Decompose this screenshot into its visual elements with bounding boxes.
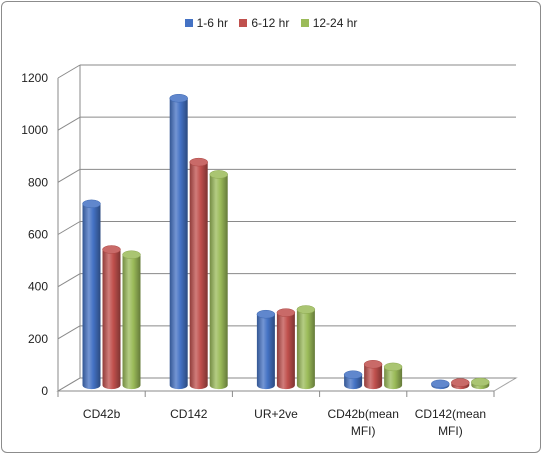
bar-2-2	[189, 157, 208, 390]
y-tick-label: 1200	[21, 71, 48, 85]
y-tick-label: 400	[28, 280, 48, 294]
bar-cap	[363, 360, 383, 369]
bar-body	[122, 254, 141, 390]
bar-body	[189, 162, 208, 390]
bar-body	[296, 309, 315, 390]
y-tick-label: 1000	[21, 123, 48, 137]
bar-cap	[276, 308, 296, 317]
bar-cap	[189, 157, 208, 167]
x-tick-label: CD142(mean	[415, 407, 486, 421]
x-tick-label: MFI)	[351, 424, 376, 438]
bar-cap	[256, 309, 276, 319]
gridline-depth	[57, 325, 81, 340]
bar-body	[209, 174, 228, 390]
legend-item-series-1: 1-6 hr	[184, 16, 228, 30]
bar-cap	[296, 305, 316, 314]
bar-cap	[82, 199, 101, 209]
y-tick-label: 0	[41, 384, 48, 398]
bar-cap	[383, 362, 403, 372]
x-tick-label: MFI)	[438, 424, 463, 438]
bar-2-5	[451, 378, 470, 390]
bar-cap	[343, 370, 363, 379]
legend-label-series-1: 1-6 hr	[196, 16, 228, 30]
gridline-depth	[57, 168, 81, 183]
bar-3-2	[209, 170, 228, 390]
bar-1-1	[82, 199, 101, 390]
bar-cap	[471, 377, 490, 387]
y-tick-label: 200	[28, 332, 48, 346]
bar-cap	[169, 93, 188, 103]
legend-label-series-2: 6-12 hr	[251, 16, 290, 30]
bar-cap	[102, 245, 121, 254]
chart-legend: 1-6 hr 6-12 hr 12-24 hr	[0, 16, 542, 30]
bar-body	[169, 98, 188, 390]
bar-2-1	[102, 245, 121, 390]
bar-1-4	[343, 370, 363, 390]
bar-2-4	[363, 360, 383, 390]
bar-3-5	[471, 377, 490, 390]
legend-item-series-2: 6-12 hr	[239, 16, 289, 30]
x-tick-label: CD142	[170, 407, 208, 421]
x-tick-label: CD42b	[83, 407, 121, 421]
bar-1-2	[169, 93, 188, 390]
bar-body	[384, 366, 403, 390]
bar-body	[82, 203, 101, 390]
bar-cap	[122, 250, 141, 259]
y-tick-label: 600	[28, 228, 48, 242]
x-tick-label: CD42b(mean	[328, 407, 399, 421]
bar-body	[364, 364, 383, 390]
gridline-depth	[57, 221, 81, 235]
gridline-depth	[57, 64, 81, 79]
x-tick-label: UR+2ve	[254, 407, 298, 421]
y-tick-label: 800	[28, 175, 48, 189]
gridline-depth	[57, 273, 81, 288]
bar-body	[256, 314, 275, 390]
legend-swatch-series-2	[239, 19, 248, 27]
bar-3-4	[383, 362, 403, 390]
legend-item-series-3: 12-24 hr	[300, 16, 358, 30]
gridline-depth	[57, 377, 81, 392]
bar-1-3	[256, 309, 276, 390]
legend-swatch-series-3	[300, 19, 309, 27]
bar-cap	[209, 170, 228, 179]
legend-label-series-3: 12-24 hr	[312, 16, 358, 30]
bar-body	[102, 249, 121, 390]
gridline-depth	[57, 116, 81, 131]
bar-cap	[451, 378, 470, 387]
bar-cap	[431, 379, 450, 389]
bar-2-3	[276, 308, 296, 390]
bar-1-5	[431, 379, 450, 390]
legend-swatch-series-1	[184, 19, 193, 27]
bar-3-1	[122, 250, 141, 390]
bar-3-3	[296, 305, 316, 390]
bar-body	[276, 312, 295, 390]
